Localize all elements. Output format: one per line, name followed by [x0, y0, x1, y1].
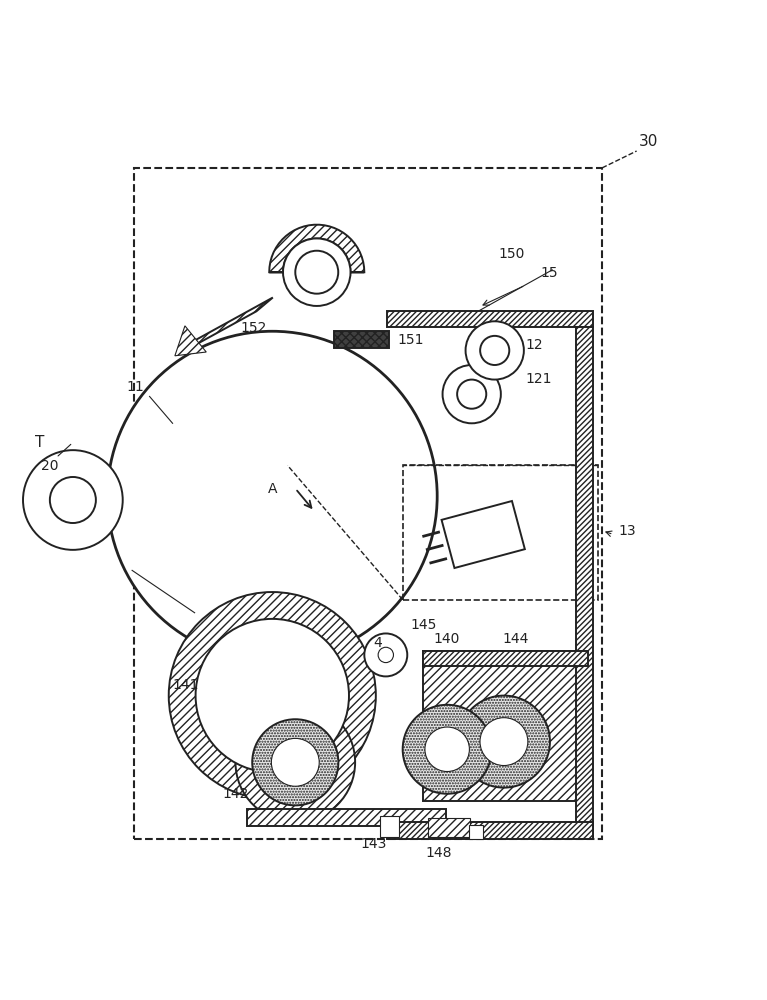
- Circle shape: [50, 477, 96, 523]
- Text: 148: 148: [426, 846, 453, 860]
- Text: 144: 144: [502, 632, 528, 646]
- Bar: [576, 327, 593, 839]
- Bar: [469, 825, 483, 839]
- Text: 11: 11: [127, 380, 144, 394]
- Text: 13: 13: [618, 524, 636, 538]
- Polygon shape: [442, 501, 525, 568]
- Circle shape: [169, 592, 376, 799]
- Text: 140: 140: [433, 632, 459, 646]
- Bar: [428, 818, 470, 837]
- Circle shape: [457, 380, 486, 409]
- Text: 121: 121: [525, 372, 552, 386]
- Bar: [134, 168, 602, 839]
- Polygon shape: [269, 225, 364, 272]
- Bar: [247, 809, 446, 826]
- Text: 4: 4: [374, 636, 382, 650]
- Text: 152: 152: [240, 321, 266, 335]
- Bar: [387, 822, 593, 839]
- Circle shape: [23, 450, 123, 550]
- Bar: [387, 311, 593, 327]
- Circle shape: [235, 702, 355, 822]
- Circle shape: [252, 719, 338, 805]
- Circle shape: [403, 705, 492, 794]
- Circle shape: [196, 619, 349, 772]
- Circle shape: [443, 365, 501, 423]
- Circle shape: [107, 331, 437, 661]
- Circle shape: [480, 336, 509, 365]
- Circle shape: [466, 321, 524, 380]
- Text: 12: 12: [525, 338, 543, 352]
- Bar: [380, 816, 399, 837]
- Circle shape: [480, 718, 528, 766]
- Bar: [423, 651, 588, 666]
- Polygon shape: [179, 298, 273, 354]
- Circle shape: [272, 738, 319, 786]
- Text: 30: 30: [639, 134, 658, 149]
- Text: A: A: [268, 482, 277, 496]
- Bar: [423, 651, 588, 801]
- Polygon shape: [175, 326, 206, 356]
- Text: 142: 142: [222, 787, 249, 801]
- Bar: [403, 465, 598, 600]
- Text: T: T: [35, 435, 44, 450]
- Circle shape: [295, 251, 338, 294]
- Text: 151: 151: [397, 333, 424, 347]
- Text: 141: 141: [173, 678, 199, 692]
- Bar: [334, 331, 389, 348]
- Text: 15: 15: [541, 266, 558, 280]
- Circle shape: [364, 633, 407, 676]
- Text: 20: 20: [41, 459, 58, 473]
- Circle shape: [283, 238, 351, 306]
- Circle shape: [378, 647, 393, 663]
- Text: 143: 143: [360, 837, 387, 851]
- Circle shape: [425, 727, 469, 772]
- Circle shape: [458, 696, 550, 788]
- Text: 150: 150: [499, 247, 525, 261]
- Text: 145: 145: [410, 618, 436, 632]
